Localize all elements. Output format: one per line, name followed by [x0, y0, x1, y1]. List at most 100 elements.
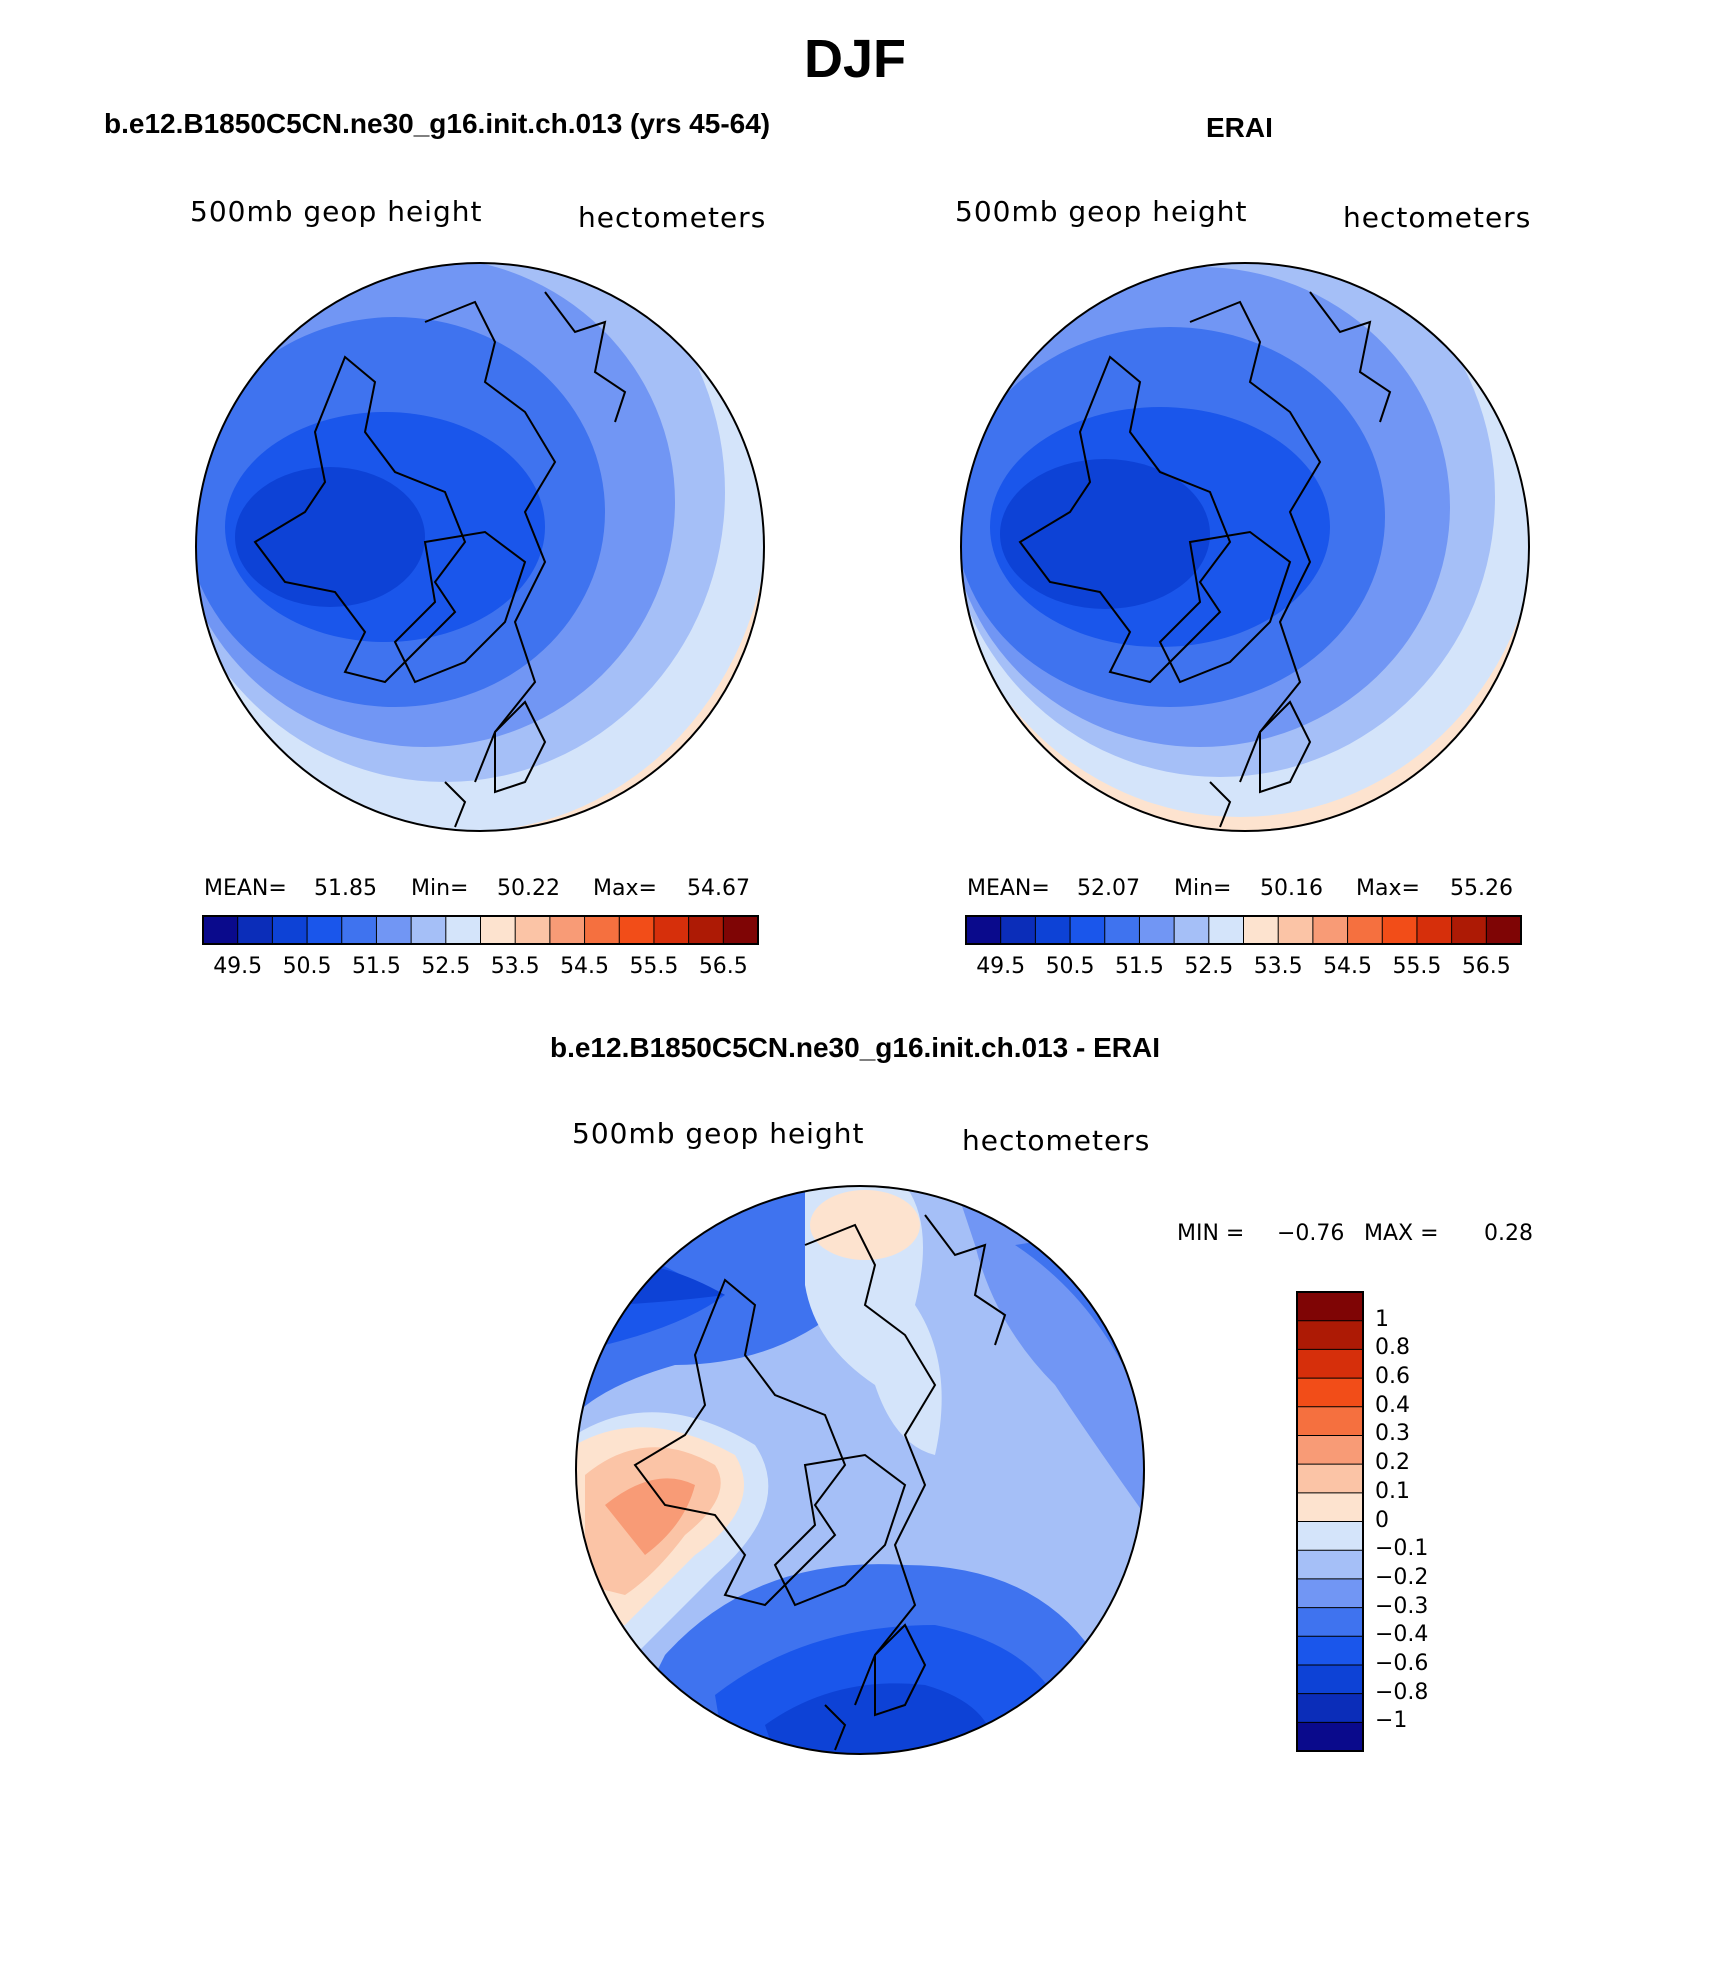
model-polar-map: [195, 262, 765, 832]
model-colorbar-tick-label: 51.5: [351, 954, 401, 979]
model-colorbar-tick-label: 54.5: [560, 954, 610, 979]
diff-colorbar-tick-label: 0.8: [1375, 1335, 1410, 1361]
diff-colorbar-tick-label: −0.2: [1375, 1564, 1429, 1590]
diff-colorbar-tick-label: 0.3: [1375, 1421, 1410, 1447]
diff-colorbar-swatch: [1297, 1320, 1363, 1350]
model-colorbar-tick-label: 49.5: [213, 954, 263, 979]
model-colorbar-swatch: [445, 916, 481, 944]
diff-max-label: MAX =: [1364, 1221, 1439, 1246]
model-colorbar-swatch: [341, 916, 377, 944]
model-colorbar-swatch: [480, 916, 516, 944]
diff-units-label: hectometers: [962, 1124, 1151, 1157]
obs-colorbar-swatch: [1000, 916, 1036, 944]
diff-colorbar-tick-label: −0.3: [1375, 1593, 1429, 1619]
obs-colorbar-swatch: [966, 916, 1002, 944]
obs-min-label: Min=: [1174, 876, 1232, 901]
obs-colorbar-swatch: [1416, 916, 1453, 944]
model-colorbar-swatch: [203, 916, 239, 944]
model-colorbar-swatch: [619, 916, 655, 944]
diff-colorbar-tick-label: 0: [1375, 1507, 1389, 1533]
diff-colorbar-tick-label: 1: [1375, 1306, 1389, 1332]
diff-polar-map: [575, 1185, 1145, 1755]
model-max-value: 54.67: [687, 876, 750, 901]
diff-colorbar-swatch: [1297, 1492, 1363, 1522]
model-colorbar-border: [202, 915, 759, 945]
model-mean-label: MEAN=: [204, 876, 287, 901]
model-field-label: 500mb geop height: [190, 195, 483, 228]
obs-max-label: Max=: [1356, 876, 1420, 901]
diff-colorbar-tick-label: −0.6: [1375, 1650, 1429, 1676]
diff-colorbar-swatch: [1297, 1349, 1363, 1379]
obs-colorbar-tick-label: 53.5: [1253, 954, 1303, 979]
diff-colorbar-swatch: [1297, 1578, 1363, 1609]
model-colorbar-swatch: [307, 916, 343, 944]
obs-colorbar-swatch: [1451, 916, 1487, 944]
obs-panel-title: ERAI: [1206, 112, 1273, 143]
model-colorbar-swatch: [584, 916, 620, 944]
obs-colorbar-tick-label: 54.5: [1323, 954, 1373, 979]
model-colorbar-swatch: [549, 916, 586, 944]
diff-colorbar-swatch: [1297, 1406, 1363, 1436]
obs-colorbar-tick-label: 55.5: [1392, 954, 1442, 979]
model-colorbar-swatch: [376, 916, 412, 944]
obs-colorbar-swatch: [1208, 916, 1244, 944]
diff-colorbar-swatch: [1297, 1292, 1363, 1322]
figure-title: DJF: [803, 29, 906, 89]
obs-polar-map: [960, 262, 1530, 832]
obs-colorbar-swatch: [1070, 916, 1106, 944]
diff-colorbar-tick-label: −1: [1375, 1708, 1408, 1734]
obs-colorbar-swatch: [1312, 916, 1349, 944]
diff-colorbar-swatch: [1297, 1521, 1363, 1551]
model-min-label: Min=: [411, 876, 469, 901]
diff-colorbar-tick-label: 0.2: [1375, 1450, 1410, 1476]
obs-colorbar-swatch: [1382, 916, 1418, 944]
obs-colorbar-tick-label: 56.5: [1461, 954, 1511, 979]
obs-colorbar-tick-label: 52.5: [1184, 954, 1234, 979]
obs-colorbar-swatch: [1139, 916, 1175, 944]
diff-field-label: 500mb geop height: [572, 1117, 865, 1150]
obs-mean-value: 52.07: [1077, 876, 1140, 901]
diff-max-value: 0.28: [1484, 1221, 1533, 1246]
obs-min-value: 50.16: [1260, 876, 1323, 901]
model-colorbar-swatch: [723, 916, 759, 944]
obs-max-value: 55.26: [1450, 876, 1513, 901]
model-colorbar-tick-label: 55.5: [629, 954, 679, 979]
obs-mean-label: MEAN=: [967, 876, 1050, 901]
diff-colorbar-tick-label: 0.4: [1375, 1392, 1410, 1418]
diff-colorbar-swatch: [1297, 1722, 1363, 1752]
diff-colorbar-swatch: [1297, 1664, 1363, 1695]
diff-colorbar-swatch: [1297, 1378, 1363, 1408]
obs-colorbar-border: [965, 915, 1522, 945]
obs-colorbar-swatch: [1104, 916, 1140, 944]
model-colorbar-swatch: [653, 916, 690, 944]
model-units-label: hectometers: [578, 201, 767, 234]
obs-colorbar-swatch: [1347, 916, 1383, 944]
model-colorbar: [202, 915, 759, 945]
obs-field-label: 500mb geop height: [955, 195, 1248, 228]
model-colorbar-swatch: [237, 916, 273, 944]
diff-colorbar-swatch: [1297, 1435, 1363, 1465]
model-colorbar-swatch: [411, 916, 447, 944]
obs-colorbar-swatch: [1035, 916, 1071, 944]
diff-colorbar-tick-label: 0.1: [1375, 1478, 1410, 1504]
diff-colorbar-swatch: [1297, 1607, 1363, 1637]
diff-colorbar-tick-label: −0.1: [1375, 1536, 1429, 1562]
diff-colorbar-tick-label: −0.8: [1375, 1679, 1429, 1705]
obs-colorbar-swatch: [1243, 916, 1279, 944]
obs-colorbar-tick-label: 50.5: [1045, 954, 1095, 979]
model-panel-title: b.e12.B1850C5CN.ne30_g16.init.ch.013 (yr…: [104, 108, 771, 139]
diff-colorbar: [1296, 1291, 1364, 1752]
obs-units-label: hectometers: [1343, 201, 1532, 234]
model-colorbar-tick-label: 50.5: [282, 954, 332, 979]
model-max-label: Max=: [593, 876, 657, 901]
obs-colorbar: [965, 915, 1522, 945]
model-colorbar-swatch: [688, 916, 724, 944]
diff-colorbar-border: [1296, 1291, 1364, 1752]
diff-colorbar-swatch: [1297, 1464, 1363, 1494]
model-mean-value: 51.85: [314, 876, 377, 901]
model-colorbar-tick-label: 53.5: [490, 954, 540, 979]
obs-colorbar-swatch: [1486, 916, 1522, 944]
diff-colorbar-swatch: [1297, 1636, 1363, 1666]
model-colorbar-tick-label: 56.5: [698, 954, 748, 979]
diff-panel-title: b.e12.B1850C5CN.ne30_g16.init.ch.013 - E…: [549, 1032, 1161, 1063]
